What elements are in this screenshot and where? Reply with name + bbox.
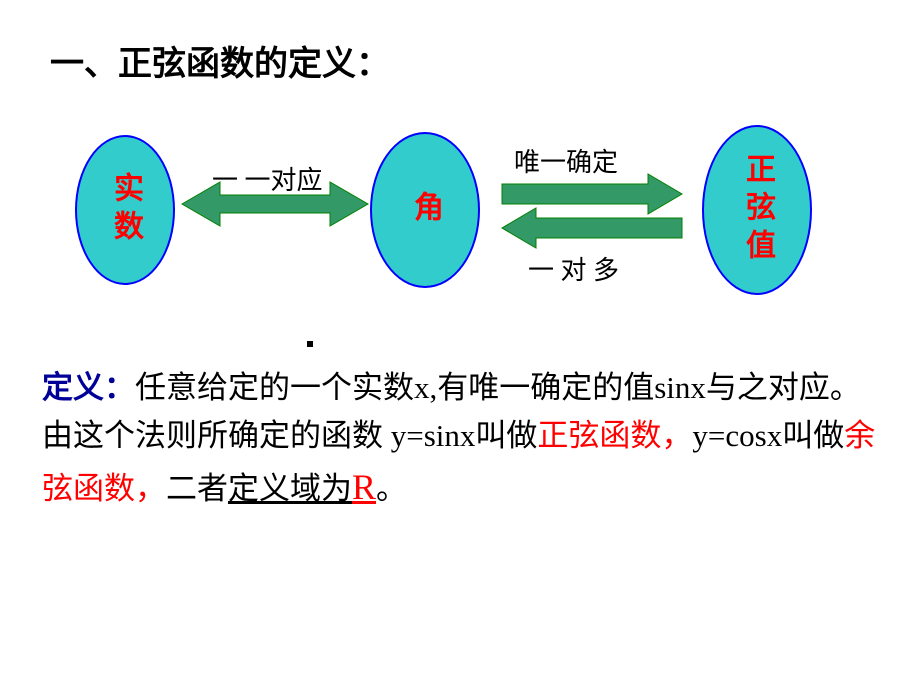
bullet-dot bbox=[307, 341, 313, 347]
definition-segment: y=cosx叫做 bbox=[692, 418, 844, 453]
title-text: 一、正弦函数的定义： bbox=[50, 46, 390, 83]
label-unique: 唯一确定 bbox=[514, 142, 618, 179]
definition-segment: 。 bbox=[376, 471, 407, 506]
definition-segment: 二者 bbox=[166, 471, 228, 506]
ellipse-real-number: 实数 bbox=[75, 135, 175, 285]
definition-segment: 正弦函数， bbox=[537, 418, 692, 453]
definition-label: 定义： bbox=[42, 370, 135, 405]
ellipse-sine-label: 正弦值 bbox=[735, 153, 779, 267]
ellipse-real-label: 实数 bbox=[103, 172, 147, 248]
definition-paragraph: 定义：任意给定的一个实数x,有唯一确定的值sinx与之对应。由这个法则所确定的函… bbox=[42, 364, 884, 516]
ellipse-angle: 角 bbox=[370, 132, 480, 288]
definition-segment: 定义域为 bbox=[228, 471, 352, 506]
label-one-to-many: 一 对 多 bbox=[528, 250, 619, 287]
section-title: 一、正弦函数的定义： bbox=[50, 36, 390, 85]
arrows-layer bbox=[0, 0, 920, 690]
ellipse-angle-label: 角 bbox=[403, 191, 447, 229]
definition-segment: R bbox=[352, 467, 376, 507]
ellipse-sine-value: 正弦值 bbox=[702, 125, 812, 295]
label-one-to-one: 一 一对应 bbox=[212, 160, 323, 197]
